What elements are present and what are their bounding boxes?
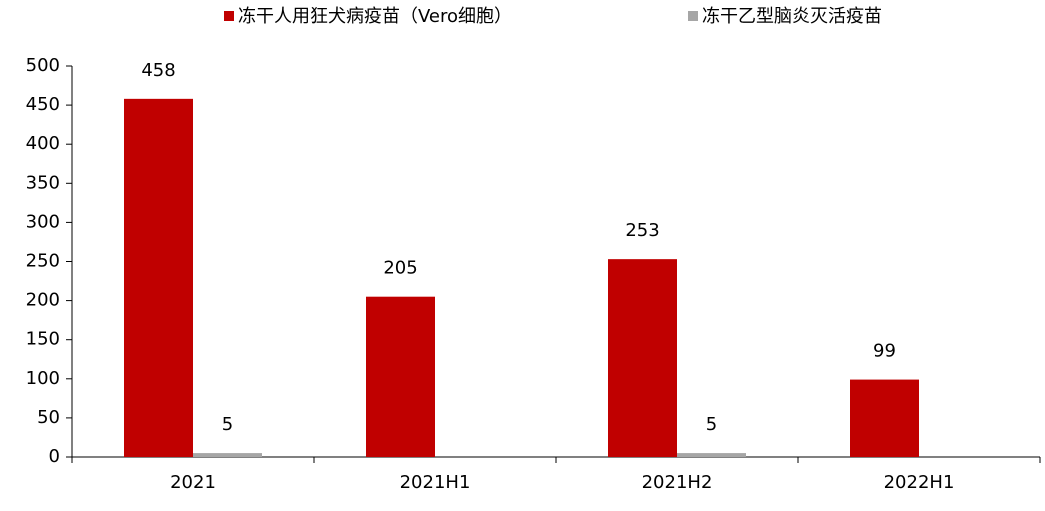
x-tick-label: 2021H1 [400, 472, 471, 493]
data-label: 5 [222, 414, 233, 435]
data-label: 5 [706, 414, 717, 435]
x-tick-label: 2021 [170, 472, 216, 493]
y-tick-label: 250 [26, 251, 60, 272]
y-tick-label: 150 [26, 329, 60, 350]
data-label: 458 [141, 60, 175, 81]
x-tick-label: 2022H1 [884, 472, 955, 493]
y-tick-label: 450 [26, 94, 60, 115]
bar [193, 453, 262, 457]
bar [850, 379, 919, 457]
x-tick-label: 2021H2 [642, 472, 713, 493]
y-tick-label: 50 [37, 407, 60, 428]
y-tick-label: 300 [26, 211, 60, 232]
y-tick-label: 200 [26, 290, 60, 311]
y-tick-label: 0 [49, 446, 60, 467]
legend-swatch [688, 11, 698, 21]
bar [608, 259, 677, 457]
y-tick-label: 400 [26, 133, 60, 154]
data-label: 205 [383, 258, 417, 279]
data-label: 99 [873, 341, 896, 362]
y-tick-label: 500 [26, 55, 60, 76]
legend-label: 冻干乙型脑炎灭活疫苗 [702, 6, 882, 27]
bar [677, 453, 746, 457]
bar [124, 98, 193, 458]
legend-label: 冻干人用狂犬病疫苗（Vero细胞） [238, 6, 512, 27]
y-tick-label: 350 [26, 172, 60, 193]
y-tick-label: 100 [26, 368, 60, 389]
data-label: 253 [625, 220, 659, 241]
legend-swatch [224, 11, 234, 21]
bar [366, 296, 435, 457]
